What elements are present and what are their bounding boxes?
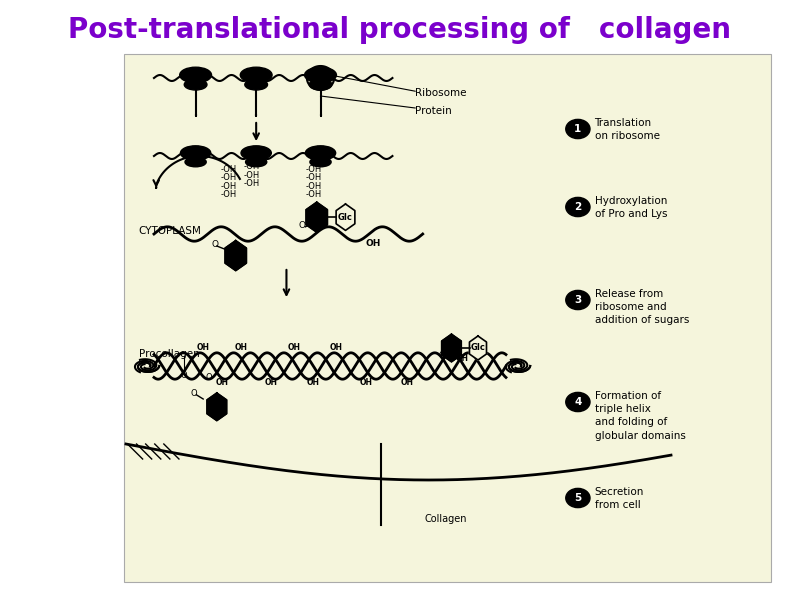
Text: O: O [206, 373, 213, 383]
Text: -OH: -OH [243, 179, 259, 188]
Text: OH: OH [329, 343, 342, 352]
Polygon shape [336, 204, 355, 230]
Text: Secretion: Secretion [594, 487, 644, 497]
Ellipse shape [184, 79, 207, 90]
Text: OH: OH [234, 343, 247, 352]
Polygon shape [306, 202, 327, 232]
Text: O: O [181, 370, 187, 379]
Ellipse shape [305, 67, 337, 83]
Ellipse shape [310, 157, 331, 167]
Text: -OH: -OH [243, 170, 259, 180]
Text: -OH: -OH [243, 162, 259, 172]
Text: Protein: Protein [415, 106, 452, 116]
Text: Translation: Translation [594, 118, 652, 128]
Text: ribosome and: ribosome and [594, 302, 666, 312]
Text: and folding of: and folding of [594, 418, 666, 427]
Text: Glc: Glc [470, 343, 486, 352]
Text: Release from: Release from [594, 289, 662, 299]
Text: -OH: -OH [306, 165, 322, 174]
Text: Post-translational processing of   collagen: Post-translational processing of collage… [69, 16, 731, 44]
Text: of Pro and Lys: of Pro and Lys [594, 209, 667, 219]
Circle shape [566, 488, 590, 508]
Ellipse shape [185, 157, 206, 167]
Ellipse shape [245, 79, 267, 90]
Polygon shape [442, 334, 462, 362]
Text: Ribosome: Ribosome [415, 88, 466, 98]
Circle shape [566, 290, 590, 310]
Text: triple helix: triple helix [594, 404, 650, 414]
Text: -OH: -OH [221, 182, 237, 191]
Ellipse shape [246, 157, 266, 167]
Text: -OH: -OH [306, 173, 322, 182]
Text: -OH: -OH [221, 173, 237, 182]
Text: -OH: -OH [221, 165, 237, 174]
Text: globular domains: globular domains [594, 431, 686, 440]
Text: 2: 2 [574, 202, 582, 212]
Text: -OH: -OH [306, 190, 322, 199]
Text: 5: 5 [574, 493, 582, 503]
FancyBboxPatch shape [124, 54, 771, 582]
Text: addition of sugars: addition of sugars [594, 316, 689, 325]
Ellipse shape [181, 146, 210, 160]
Text: OH: OH [359, 379, 373, 388]
Circle shape [566, 119, 590, 139]
Text: OH: OH [265, 379, 278, 388]
Text: CYTOPLASM: CYTOPLASM [139, 226, 202, 236]
Text: OH: OH [287, 343, 301, 352]
Text: 4: 4 [574, 397, 582, 407]
Ellipse shape [241, 146, 271, 160]
Text: OH: OH [455, 353, 469, 362]
Text: O: O [438, 351, 445, 360]
Polygon shape [470, 336, 486, 360]
Text: on ribosome: on ribosome [594, 131, 659, 141]
Polygon shape [225, 241, 246, 271]
Text: Collagen: Collagen [424, 514, 466, 524]
Text: OH: OH [306, 379, 319, 388]
Ellipse shape [180, 67, 211, 83]
Text: O: O [211, 240, 218, 250]
Text: OH: OH [366, 238, 381, 247]
Text: 1: 1 [574, 124, 582, 134]
Text: OH: OH [197, 343, 210, 352]
Text: -OH: -OH [221, 190, 237, 199]
Text: 3: 3 [574, 295, 582, 305]
Text: from cell: from cell [594, 500, 640, 510]
Ellipse shape [309, 79, 332, 90]
Text: O: O [298, 220, 305, 229]
Text: Glc: Glc [338, 212, 353, 221]
Ellipse shape [240, 67, 272, 83]
Text: O: O [190, 389, 198, 398]
Ellipse shape [306, 146, 336, 160]
Circle shape [566, 392, 590, 412]
Text: Procollagen: Procollagen [139, 349, 199, 359]
Circle shape [566, 197, 590, 217]
Text: -OH: -OH [306, 182, 322, 191]
Text: OH: OH [401, 379, 414, 388]
Text: OH: OH [216, 379, 229, 388]
Text: Formation of: Formation of [594, 391, 661, 401]
Polygon shape [207, 393, 226, 421]
Text: Hydroxylation: Hydroxylation [594, 196, 667, 206]
